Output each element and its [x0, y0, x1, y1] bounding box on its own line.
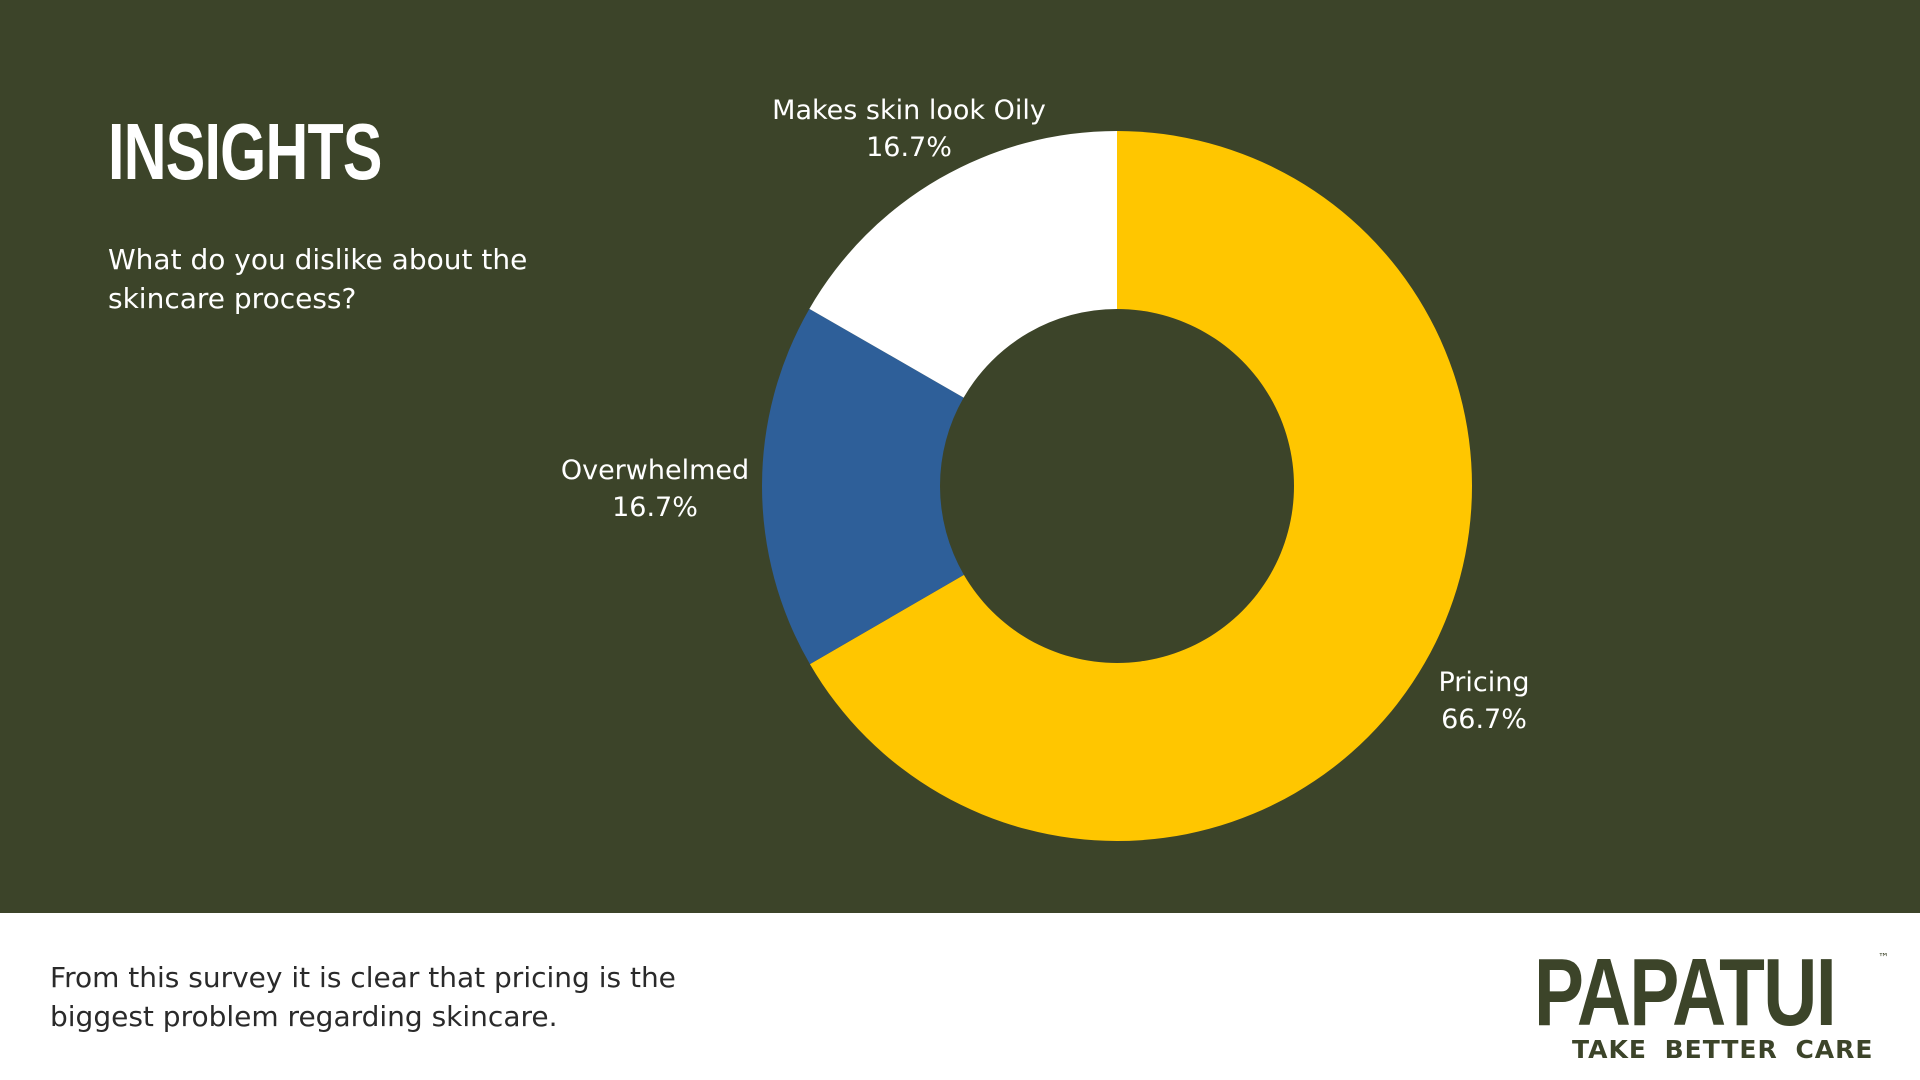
brand-tagline: TAKE BETTER CARE	[1572, 1035, 1874, 1064]
slice-label: Makes skin look Oily	[772, 95, 1046, 126]
slice-label: Pricing	[1438, 667, 1529, 698]
slices-layer	[762, 130, 1473, 842]
donut-chart: Pricing 66.7% Overwhelmed 16.7% Makes skin l…	[561, 95, 1530, 842]
slice-value-label: 66.7%	[1441, 704, 1527, 735]
trademark-mark: ™	[1878, 951, 1889, 964]
page-title: INSIGHTS	[108, 107, 382, 196]
footer-panel	[0, 913, 1920, 1080]
brand-name: PAPATUI	[1534, 939, 1837, 1046]
slice-makes-skin-look-oily	[809, 130, 1117, 398]
conclusion-text: From this survey it is clear that pricin…	[50, 961, 676, 1033]
labels-layer: Pricing 66.7% Overwhelmed 16.7% Makes skin l…	[561, 95, 1530, 735]
slice-value-label: 16.7%	[612, 492, 698, 523]
slice-value-label: 16.7%	[866, 132, 952, 163]
papatui-logo: PAPATUI ™ TAKE BETTER CARE	[1534, 939, 1889, 1065]
survey-question: What do you dislike about the skincare p…	[108, 243, 528, 315]
slice-label: Overwhelmed	[561, 455, 749, 486]
slice-pricing	[809, 131, 1473, 842]
slice-overwhelmed	[762, 308, 964, 665]
